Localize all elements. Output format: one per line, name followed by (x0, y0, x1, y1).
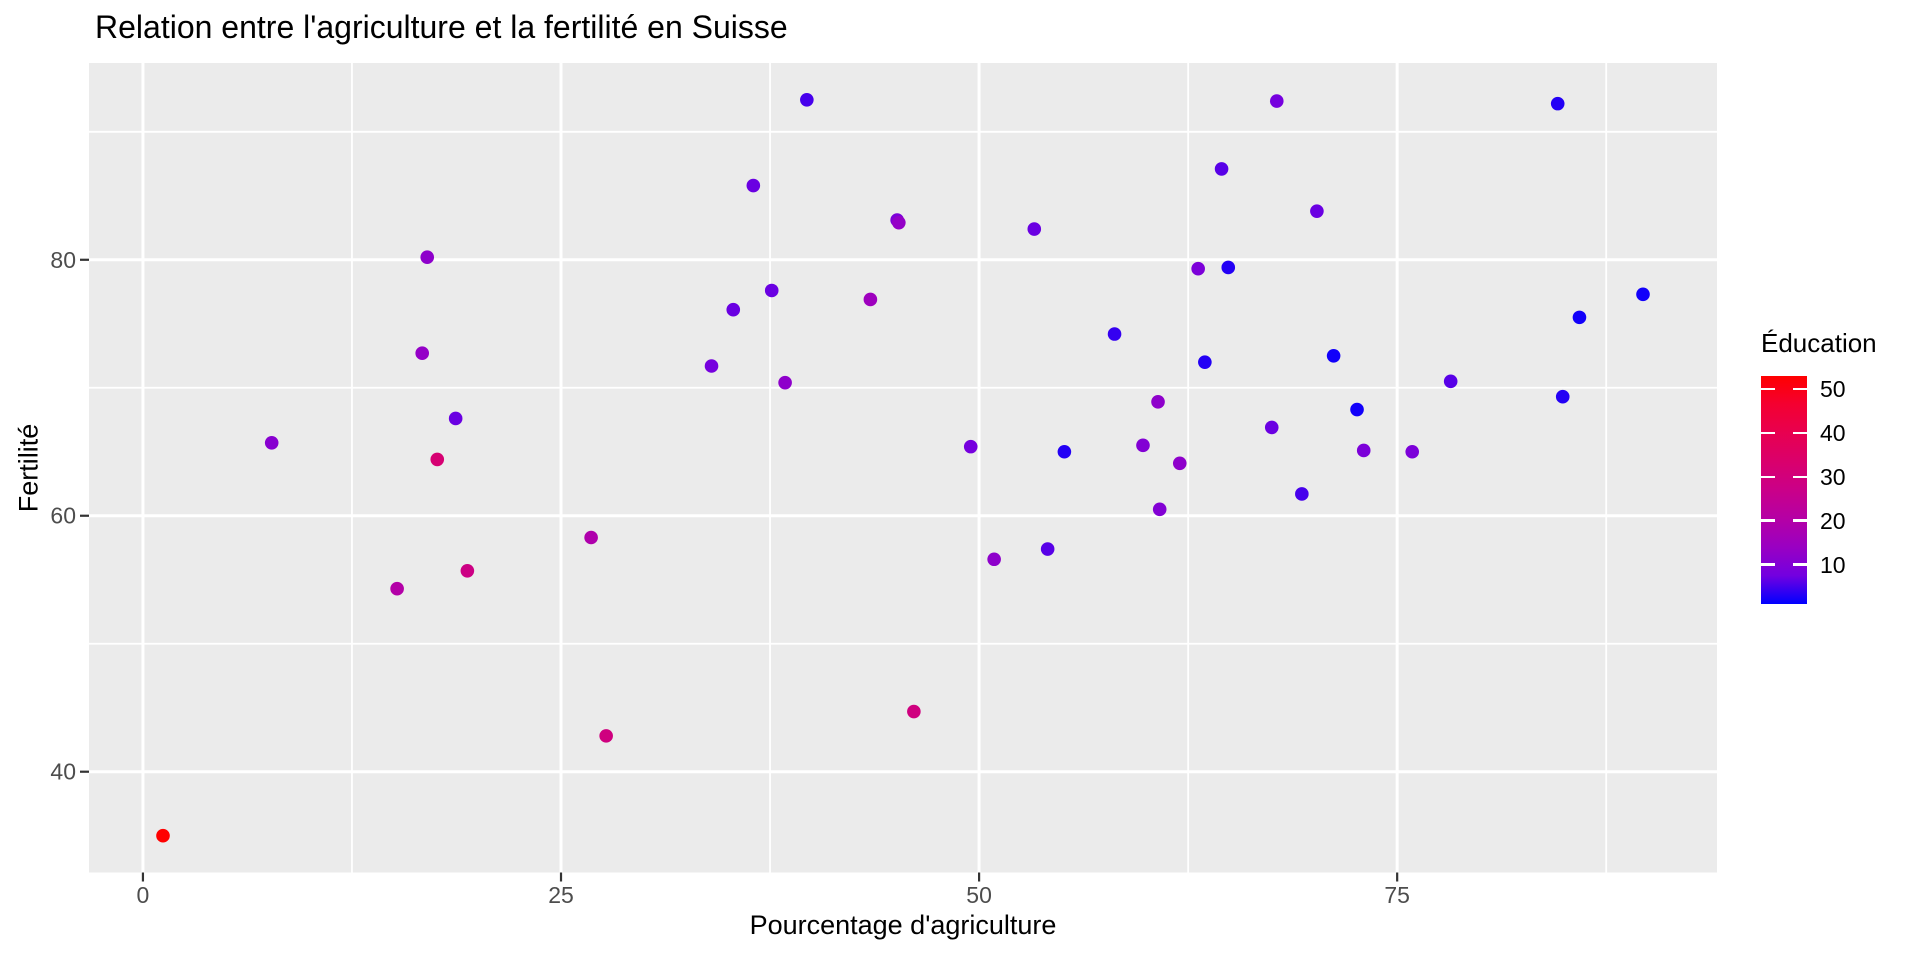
data-point (599, 729, 613, 743)
legend-gradient-bar (1761, 376, 1807, 604)
y-axis-tick-label: 40 (50, 759, 76, 785)
data-point (1572, 310, 1587, 325)
data-point (764, 283, 779, 298)
data-point (420, 250, 435, 265)
legend-title: Éducation (1761, 328, 1877, 358)
plot-title: Relation entre l'agriculture et la ferti… (95, 9, 788, 45)
data-point (863, 292, 878, 307)
data-point (584, 530, 598, 545)
data-point (1040, 542, 1055, 556)
data-point (1057, 444, 1072, 459)
data-point (1555, 389, 1570, 404)
data-point (1221, 260, 1236, 275)
data-point (1350, 402, 1364, 417)
legend-bar-tick (1793, 563, 1807, 566)
y-axis-tick-label: 60 (50, 503, 76, 529)
data-point (1027, 222, 1042, 236)
data-point (460, 563, 475, 578)
legend-tick-label: 40 (1820, 420, 1846, 446)
y-axis-tick-label: 80 (50, 247, 76, 273)
data-point (1636, 287, 1650, 302)
data-point (1356, 443, 1371, 458)
data-point (726, 302, 741, 317)
plot-panel-background (89, 63, 1717, 873)
data-point (1136, 438, 1150, 453)
legend-bar-tick (1793, 387, 1807, 391)
y-axis-title: Fertilité (13, 423, 44, 513)
data-point (1295, 487, 1309, 501)
data-point (778, 375, 792, 390)
data-point (704, 359, 719, 373)
data-point (1151, 395, 1165, 409)
legend-bar-tick (1793, 431, 1807, 435)
data-point (746, 178, 761, 193)
legend-bar-tick (1761, 519, 1775, 522)
data-point (1191, 261, 1205, 276)
legend-tick-label: 10 (1820, 551, 1846, 578)
data-point (390, 581, 404, 596)
legend-bar-tick (1761, 563, 1775, 566)
data-point (430, 452, 445, 467)
data-point (156, 828, 170, 843)
x-axis-tick-label: 50 (966, 882, 992, 908)
data-point (1264, 420, 1279, 435)
data-point (1269, 94, 1284, 108)
legend-tick-label: 20 (1820, 507, 1846, 534)
data-point (1443, 374, 1458, 389)
data-point (907, 704, 921, 719)
legend-tick-label: 50 (1820, 376, 1846, 403)
data-point (1310, 204, 1324, 218)
data-point (1550, 96, 1565, 111)
data-point (1152, 502, 1167, 517)
data-point (800, 92, 814, 107)
data-point (1326, 348, 1341, 363)
data-point (264, 435, 279, 450)
x-axis-tick-label: 25 (548, 882, 574, 908)
data-point (415, 346, 430, 361)
x-axis-tick-label: 0 (137, 882, 150, 908)
data-point (1172, 456, 1187, 471)
legend-bar-tick (1761, 475, 1775, 479)
data-point (1107, 327, 1122, 341)
x-axis-title: Pourcentage d'agriculture (749, 910, 1057, 940)
data-point (448, 411, 463, 426)
legend-bar-tick (1761, 387, 1775, 391)
data-point (987, 552, 1001, 567)
legend-bar-tick (1793, 519, 1807, 522)
data-point (1198, 355, 1212, 369)
legend-bar-tick (1761, 431, 1775, 435)
data-point (1405, 444, 1420, 459)
data-point (892, 215, 906, 230)
x-axis-tick-label: 75 (1384, 882, 1410, 908)
data-point (1214, 162, 1229, 176)
legend-bar-tick (1793, 475, 1807, 479)
legend-tick-label: 30 (1820, 463, 1846, 490)
data-point (963, 439, 978, 454)
